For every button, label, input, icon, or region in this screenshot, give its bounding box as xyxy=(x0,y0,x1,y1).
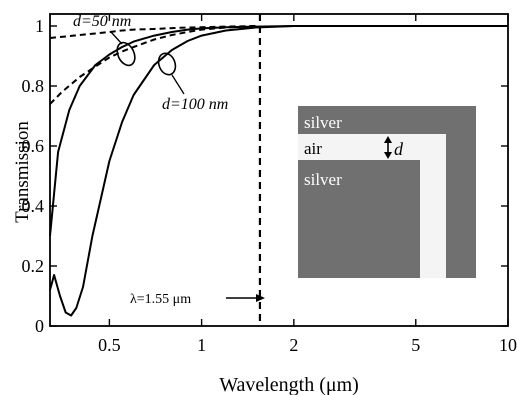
plot-frame xyxy=(49,13,509,327)
d100-pointer xyxy=(171,74,185,95)
curves xyxy=(49,25,508,317)
inset-silver-bottom-label: silver xyxy=(304,170,342,189)
y-tick-label: 0.2 xyxy=(22,256,45,276)
series-line-1 xyxy=(49,25,256,39)
y-tick-label: 0 xyxy=(35,316,44,336)
lambda-arrowhead xyxy=(256,294,265,302)
x-axis-title: Wavelength (μm) xyxy=(219,374,359,395)
x-tick-label: 1 xyxy=(197,335,206,355)
series-line-3 xyxy=(49,25,256,105)
y-axis-title: Transmission xyxy=(12,121,33,223)
waveguide-inset: silver air d silver xyxy=(298,106,476,278)
x-tick-label: 0.5 xyxy=(98,335,121,355)
y-tick-label: 0.4 xyxy=(22,196,45,216)
lambda-label: λ=1.55 μm xyxy=(130,292,191,307)
inset-silver-top-label: silver xyxy=(304,113,342,132)
d50-marker-ellipse xyxy=(116,41,136,67)
inset-gap-label: d xyxy=(394,139,404,159)
d100-label: d=100 nm xyxy=(162,96,228,113)
d50-pointer xyxy=(110,31,123,45)
d50-label: d=50 nm xyxy=(73,13,131,30)
inset-gap-arrowhead-up xyxy=(384,136,392,143)
x-tick-label: 5 xyxy=(411,335,420,355)
y-tick-label: 0.6 xyxy=(22,136,45,156)
inset-air-vertical xyxy=(420,134,446,278)
y-tick-label: 1 xyxy=(35,16,44,36)
y-tick-label: 0.8 xyxy=(22,76,45,96)
x-tick-label: 2 xyxy=(289,335,298,355)
inset-gap-arrowhead-down xyxy=(384,152,392,159)
inset-air-label: air xyxy=(304,139,322,158)
x-tick-label: 10 xyxy=(499,335,517,355)
series-line-2 xyxy=(49,25,508,317)
d100-marker-ellipse xyxy=(157,52,177,76)
